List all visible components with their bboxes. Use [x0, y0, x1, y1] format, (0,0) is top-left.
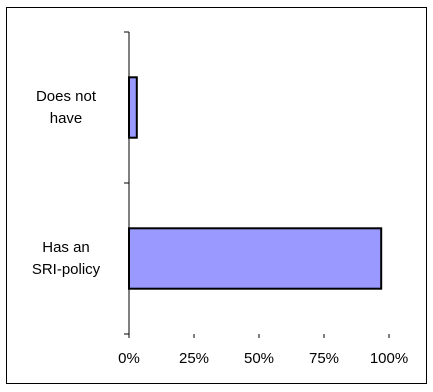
bar: [128, 76, 138, 139]
x-tick-label: 0%: [118, 350, 140, 367]
x-tick-label: 50%: [243, 350, 275, 367]
x-tick-label: 75%: [308, 350, 340, 367]
x-tick-label: 100%: [369, 350, 409, 367]
x-tick-label: 25%: [178, 350, 210, 367]
category-label: Has an SRI-policy: [31, 238, 101, 278]
category-label: Does not have: [35, 87, 97, 127]
bar: [128, 227, 383, 290]
chart-frame: [6, 7, 427, 384]
